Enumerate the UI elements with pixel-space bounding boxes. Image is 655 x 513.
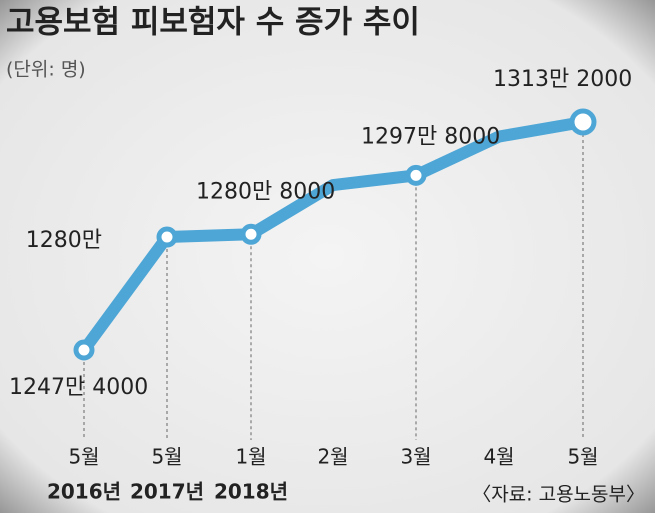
x-tick-label: 5월: [151, 445, 182, 469]
point: [405, 164, 427, 186]
x-tick-label: 5월: [68, 445, 99, 469]
x-tick-year: 2017년: [130, 480, 204, 504]
chart-subtitle: (단위: 명): [6, 59, 86, 81]
x-tick-label: 2월: [317, 445, 348, 469]
point: [240, 223, 262, 245]
chart-title: 고용보험 피보험자 수 증가 추이: [6, 5, 420, 41]
x-tick-year: 2018년: [214, 480, 288, 504]
value-label: 1313만 2000: [493, 67, 632, 92]
x-tick-label: 4월: [483, 445, 514, 469]
x-tick-label: 5월: [567, 445, 598, 469]
x-tick-label: 3월: [400, 445, 431, 469]
value-label: 1280만 8000: [196, 179, 335, 204]
value-label: 1247만 4000: [9, 375, 148, 400]
point: [156, 226, 178, 248]
value-label: 1297만 8000: [361, 124, 500, 149]
value-label: 1280만: [26, 228, 102, 253]
point: [569, 108, 597, 136]
point: [73, 339, 95, 361]
x-tick-label: 1월: [235, 445, 266, 469]
source: 〈자료: 고용노동부〉: [472, 484, 645, 506]
x-tick-year: 2016년: [47, 480, 121, 504]
